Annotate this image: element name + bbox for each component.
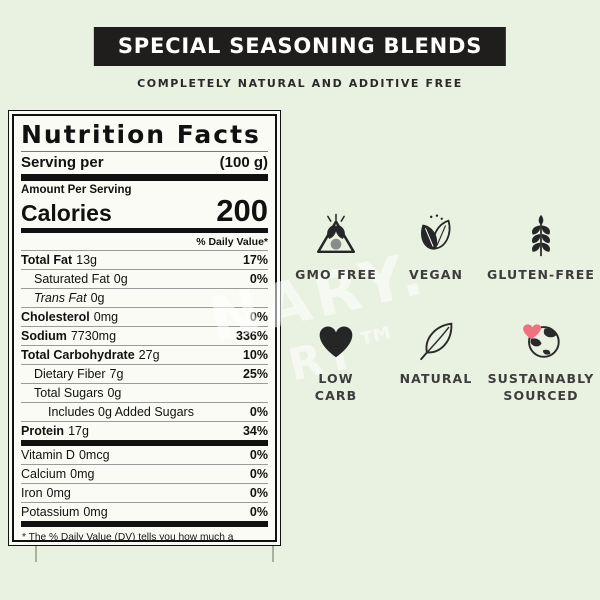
nutrition-facts-label: Nutrition Facts Serving per (100 g) Amou… — [12, 114, 277, 542]
badge-label: VEGAN — [408, 267, 464, 282]
daily-value: 10% — [242, 348, 268, 363]
nutrition-facts-panel: Nutrition Facts Serving per (100 g) Amou… — [8, 110, 281, 546]
nutrient-row-potassium: Potassium 0mg 0% — [21, 505, 268, 520]
daily-value: 0% — [249, 310, 268, 325]
gmo-free-icon — [313, 213, 359, 259]
nutrient-row-total-carbohydrate: Total Carbohydrate 27g 10% — [21, 346, 268, 366]
serving-size-value: (100 g) — [219, 154, 268, 171]
low-carb-icon — [313, 317, 359, 363]
thick-divider — [21, 440, 268, 447]
daily-value: 0% — [249, 467, 268, 482]
page-title: SPECIAL SEASONING BLENDS — [93, 27, 507, 66]
nutrient-row-saturated-fat: Saturated Fat 0g 0% — [21, 270, 268, 290]
badge-natural: NATURAL — [400, 317, 473, 405]
nutrient-row-sodium: Sodium 7730mg 336% — [21, 327, 268, 347]
nutrient-row-total-sugars: Total Sugars 0g — [21, 384, 268, 404]
feature-badges: GMO FREE VEGAN — [286, 213, 596, 405]
nutrient-row-added-sugars: Includes 0g Added Sugars 0% — [21, 403, 268, 423]
badge-gmo-free: GMO FREE — [295, 213, 377, 284]
badge-label: SUSTAINABLY SOURCED — [487, 370, 595, 403]
daily-value: 0% — [249, 486, 268, 501]
badge-label: GLUTEN-FREE — [487, 267, 595, 282]
badge-gluten-free: GLUTEN-FREE — [487, 213, 595, 284]
crop-mark-right — [272, 546, 274, 562]
gluten-free-icon — [518, 213, 564, 259]
daily-value: 0% — [249, 272, 268, 287]
daily-value: 34% — [242, 424, 268, 439]
nutrient-row-cholesterol: Cholesterol 0mg 0% — [21, 308, 268, 328]
vegan-icon — [413, 213, 459, 259]
nutrient-row-dietary-fiber: Dietary Fiber 7g 25% — [21, 365, 268, 385]
calories-label: Calories — [21, 200, 112, 227]
crop-mark-left — [35, 546, 37, 562]
thick-divider — [21, 521, 268, 528]
daily-value: 17% — [242, 253, 268, 268]
nutrient-row-vitamin-d: Vitamin D 0mcg 0% — [21, 446, 268, 466]
badge-sustainably-sourced: SUSTAINABLY SOURCED — [486, 317, 596, 405]
daily-value: 0% — [249, 448, 268, 463]
page-subtitle: COMPLETELY NATURAL AND ADDITIVE FREE — [137, 77, 463, 90]
serving-label: Serving per — [21, 154, 104, 171]
daily-value-footnote: * The % Daily Value (DV) tells you how m… — [22, 532, 234, 542]
serving-row: Serving per (100 g) — [21, 152, 268, 174]
badge-label: GMO FREE — [295, 267, 377, 282]
natural-icon — [413, 317, 459, 363]
nutrient-row-iron: Iron 0mg 0% — [21, 484, 268, 504]
calories-row: Calories 200 — [21, 193, 268, 228]
daily-value-header: % Daily Value* — [21, 233, 268, 252]
nutrition-facts-title: Nutrition Facts — [21, 119, 268, 152]
nutrient-row-calcium: Calcium 0mg 0% — [21, 465, 268, 485]
thick-divider — [21, 174, 268, 181]
calories-value: 200 — [216, 193, 268, 228]
badge-vegan: VEGAN — [409, 213, 463, 284]
daily-value: 25% — [242, 367, 268, 382]
nutrient-row-trans-fat: Trans Fat 0g — [21, 289, 268, 309]
badge-label: LOW CARB — [314, 370, 358, 403]
thick-divider — [21, 228, 268, 234]
amount-per-serving-label: Amount Per Serving — [21, 184, 132, 196]
badge-label: NATURAL — [399, 370, 473, 386]
daily-value: 0% — [249, 405, 268, 420]
daily-value: 0% — [249, 505, 268, 520]
badge-low-carb: LOW CARB — [305, 317, 367, 405]
nutrient-row-protein: Protein 17g 34% — [21, 424, 268, 439]
sustainably-sourced-icon — [518, 317, 564, 363]
nutrient-row-total-fat: Total Fat 13g 17% — [21, 251, 268, 271]
daily-value: 336% — [236, 329, 268, 344]
